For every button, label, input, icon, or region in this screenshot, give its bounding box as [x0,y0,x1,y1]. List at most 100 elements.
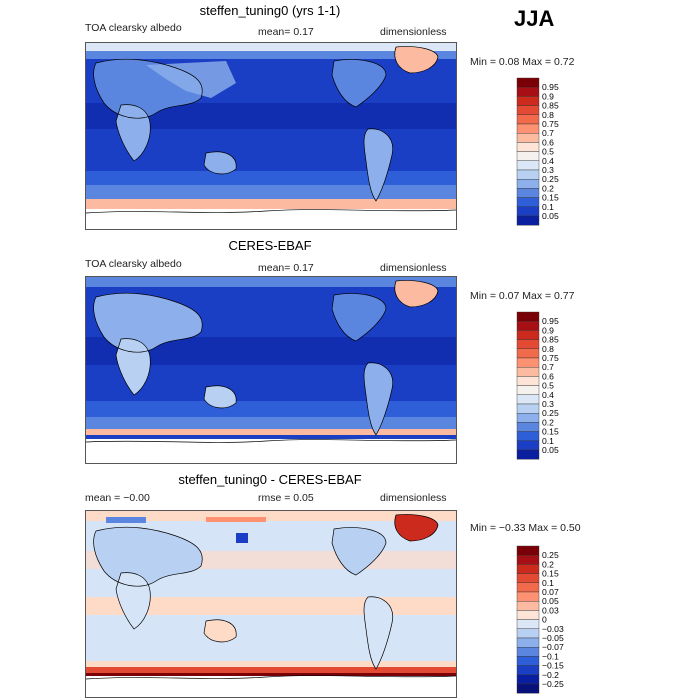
panel1-colorbar: 0.95 0.9 0.85 0.8 0.75 0.7 0.6 0.5 0.4 0.3 0.25 0.2… [516,77,559,228]
colorbar-swatch [516,665,540,675]
colorbar-swatch [516,412,540,423]
colorbar-tick-label: 0.75 [542,353,559,363]
panel3-minmax-label: Min = −0.33 Max = 0.50 [470,522,581,534]
colorbar-tick-label: 0 [542,615,547,625]
colorbar-swatch [516,422,540,432]
colorbar-swatch [516,394,540,405]
colorbar-swatch [516,637,540,648]
colorbar-tick-label: 0.4 [542,156,554,166]
colorbar-swatch [516,554,540,565]
colorbar-swatch [516,320,540,331]
colorbar-swatch [516,656,540,666]
colorbar-swatch [516,188,540,198]
colorbar-tick-label: 0.85 [542,335,559,345]
panel1-title: steffen_tuning0 (yrs 1-1) [199,3,341,18]
colorbar-tick-label: 0.15 [542,427,559,437]
colorbar-tick-label: 0.25 [542,408,559,418]
colorbar-swatch [516,385,540,395]
colorbar-tick-label: −0.15 [542,661,564,671]
panel3-colorbar-svg: 0.250.20.150.10.070.050.030−0.03−0.05−0.… [516,545,564,694]
colorbar-tick-label: −0.2 [542,670,559,680]
colorbar-tick-label: 0.05 [542,211,559,221]
colorbar-swatch [516,311,540,322]
colorbar-swatch [516,114,540,125]
colorbar-swatch [516,431,540,441]
colorbar-swatch [516,169,540,180]
panel3-units-label: dimensionless [380,492,447,504]
colorbar-swatch [516,449,540,460]
colorbar-tick-label: 0.15 [542,569,559,579]
colorbar-swatch [516,628,540,639]
panel1-map [85,42,457,230]
colorbar-swatch [516,133,540,143]
colorbar-swatch [516,348,540,359]
colorbar-tick-label: 0.25 [542,550,559,560]
colorbar-swatch [516,123,540,134]
colorbar-tick-label: 0.2 [542,559,554,569]
panel2-mean-label: mean= 0.17 [258,262,314,274]
panel2-map [85,276,457,464]
colorbar-swatch [516,206,540,217]
colorbar-swatch [516,215,540,226]
colorbar-swatch [516,77,540,88]
colorbar-tick-label: 0.95 [542,316,559,326]
colorbar-tick-label: 0.9 [542,325,554,335]
colorbar-tick-label: 0.8 [542,344,554,354]
panel2-units-label: dimensionless [380,262,447,274]
colorbar-swatch [516,545,540,556]
panel3-mean-label: mean = −0.00 [85,492,150,504]
colorbar-swatch [516,330,540,340]
colorbar-swatch [516,610,540,620]
colorbar-swatch [516,573,540,584]
colorbar-tick-label: 0.05 [542,596,559,606]
colorbar-tick-label: −0.1 [542,651,559,661]
colorbar-tick-label: 0.7 [542,128,554,138]
colorbar-swatch [516,591,540,602]
panel1-minmax-label: Min = 0.08 Max = 0.72 [470,56,575,68]
colorbar-swatch [516,178,540,189]
colorbar-swatch [516,160,540,171]
colorbar-tick-label: 0.5 [542,381,554,391]
colorbar-tick-label: 0.8 [542,110,554,120]
panel3-colorbar: 0.25 0.2 0.15 0.1 0.07 0.05 0.03 0 −0.03 −0.05 −0.… [516,545,564,696]
colorbar-tick-label: 0.95 [542,82,559,92]
colorbar-swatch [516,105,540,116]
colorbar-tick-label: 0.2 [542,417,554,427]
panel3-map [85,510,457,698]
colorbar-tick-label: 0.5 [542,147,554,157]
panel1-colorbar-svg: 0.950.90.850.80.750.70.60.50.40.30.250.2… [516,77,559,226]
colorbar-tick-label: 0.4 [542,390,554,400]
colorbar-swatch [516,619,540,629]
season-label: JJA [514,6,555,31]
panel1-units-label: dimensionless [380,26,447,38]
colorbar-swatch [516,339,540,350]
colorbar-swatch [516,367,540,377]
colorbar-tick-label: 0.1 [542,578,554,588]
panel3-title: steffen_tuning0 - CERES-EBAF [178,472,362,487]
colorbar-swatch [516,674,540,685]
panel3-rmse-label: rmse = 0.05 [258,492,314,504]
colorbar-swatch [516,197,540,207]
panel2-minmax-label: Min = 0.07 Max = 0.77 [470,290,575,302]
colorbar-tick-label: 0.9 [542,91,554,101]
colorbar-tick-label: −0.03 [542,624,564,634]
colorbar-swatch [516,683,540,694]
colorbar-swatch [516,440,540,451]
colorbar-tick-label: 0.15 [542,193,559,203]
colorbar-tick-label: 0.6 [542,371,554,381]
colorbar-swatch [516,151,540,161]
panel2-title: CERES-EBAF [228,238,312,253]
colorbar-tick-label: −0.07 [542,642,564,652]
colorbar-tick-label: 0.3 [542,399,554,409]
colorbar-tick-label: 0.6 [542,137,554,147]
panel2-variable-label: TOA clearsky albedo [85,258,182,270]
panel2-colorbar: 0.95 0.9 0.85 0.8 0.75 0.7 0.6 0.5 0.4 0.3 0.25 0.2… [516,311,559,462]
colorbar-tick-label: 0.25 [542,174,559,184]
colorbar-tick-label: 0.05 [542,445,559,455]
colorbar-tick-label: −0.25 [542,679,564,689]
colorbar-tick-label: 0.03 [542,605,559,615]
colorbar-swatch [516,564,540,574]
colorbar-tick-label: 0.2 [542,183,554,193]
colorbar-swatch [516,142,540,152]
panel1-variable-label: TOA clearsky albedo [85,22,182,34]
